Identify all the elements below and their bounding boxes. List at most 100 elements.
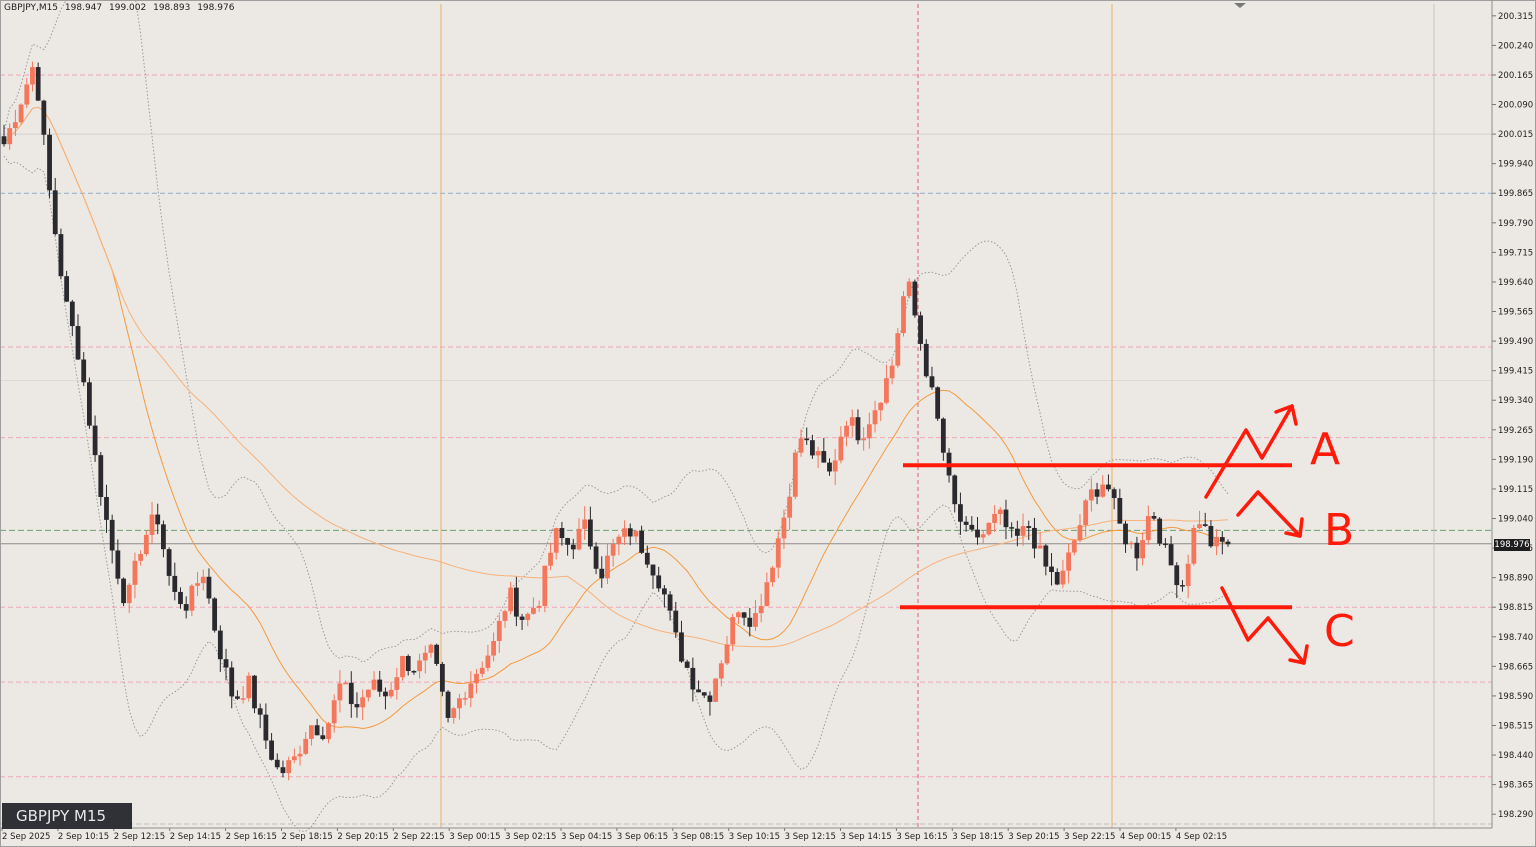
bull-candle [770, 567, 775, 583]
bear-candle [64, 276, 70, 302]
bear-candle [958, 504, 963, 522]
bear-candle [75, 326, 81, 360]
time-tick-label: 2 Sep 18:15 [282, 832, 333, 842]
price-tick-label: 199.940 [1498, 160, 1533, 170]
time-tick-label: 3 Sep 02:15 [505, 832, 556, 842]
bear-candle [1049, 566, 1054, 572]
candles [1, 61, 1231, 781]
price-tick-label: 198.890 [1498, 574, 1533, 584]
price-tick-label: 198.365 [1498, 781, 1533, 791]
price-tick-label: 200.090 [1498, 101, 1533, 111]
bull-candle [872, 410, 878, 425]
bear-candle [217, 630, 223, 660]
bear-candle [86, 382, 92, 426]
time-tick-label: 2 Sep 2025 [2, 832, 50, 842]
bull-candle [343, 682, 348, 685]
bear-candle [434, 644, 440, 664]
bear-candle [280, 767, 286, 774]
bear-candle [1117, 498, 1123, 524]
symbol-timeframe: GBPJPY,M15 [4, 3, 59, 13]
bear-candle [1225, 541, 1231, 545]
bear-candle [513, 587, 519, 617]
bull-candle [582, 519, 588, 529]
bull-candle [1083, 500, 1089, 526]
price-tick-label: 199.265 [1498, 426, 1533, 436]
time-tick-label: 3 Sep 18:15 [952, 832, 1003, 842]
bear-candle [952, 475, 958, 505]
bear-candle [912, 281, 918, 316]
bear-candle [115, 550, 121, 579]
bull-candle [866, 424, 872, 439]
bull-candle [303, 738, 309, 754]
price-tick-label: 199.565 [1498, 308, 1533, 318]
bear-candle [599, 568, 605, 579]
bull-candle [787, 496, 793, 518]
bear-candle [929, 376, 935, 388]
bear-candle [656, 575, 662, 589]
price-tick-label: 199.340 [1498, 396, 1533, 406]
time-tick-label: 4 Sep 02:15 [1176, 832, 1227, 842]
chart-shift-marker [1234, 3, 1246, 8]
bear-candle [405, 656, 411, 671]
bull-candle [30, 67, 35, 85]
bull-candle [992, 513, 997, 523]
bull-candle [605, 555, 610, 579]
time-tick-label: 3 Sep 10:15 [729, 832, 780, 842]
bear-candle [644, 552, 650, 565]
bear-candle [1219, 537, 1225, 542]
bull-candle [895, 333, 901, 366]
bollinger-upper-band [3, 0, 1229, 663]
bear-candle [810, 440, 815, 456]
bull-candle [195, 583, 200, 586]
price-tick-label: 198.740 [1498, 633, 1533, 643]
bull-candle [1071, 540, 1077, 553]
bear-candle [821, 451, 827, 463]
bear-candle [1208, 525, 1214, 547]
bear-candle [1180, 585, 1185, 587]
bear-candle [747, 617, 753, 627]
bull-candle [758, 606, 764, 614]
bull-candle [479, 667, 485, 674]
bear-candle [855, 417, 861, 441]
bear-candle [269, 740, 274, 760]
bear-candle [183, 604, 189, 611]
time-tick-label: 3 Sep 14:15 [841, 832, 892, 842]
bull-candle [1060, 570, 1066, 585]
price-tick-label: 199.865 [1498, 189, 1533, 199]
bear-candle [223, 659, 229, 668]
bull-candle [451, 708, 457, 718]
scenario-a-arrowhead [1274, 404, 1298, 426]
bear-candle [121, 578, 126, 604]
bear-candle [263, 714, 269, 741]
bull-candle [616, 536, 622, 545]
bear-candle [701, 692, 707, 696]
bear-candle [257, 708, 263, 715]
open-value: 198.947 [64, 3, 103, 13]
bear-candle [35, 67, 41, 101]
bull-candle [189, 585, 195, 611]
scenario-a-label: A [1310, 424, 1340, 475]
scenario-c-label: C [1324, 606, 1355, 657]
high-value: 199.002 [109, 3, 147, 13]
bear-candle [206, 576, 212, 599]
price-tick-label: 200.015 [1498, 130, 1533, 140]
bull-candle [1197, 524, 1202, 528]
bear-candle [918, 315, 923, 344]
bollinger-lower-band [3, 155, 1229, 832]
bear-candle [1054, 571, 1060, 585]
bull-candle [736, 612, 741, 618]
bear-candle [519, 616, 525, 620]
bull-candle [906, 281, 912, 297]
bull-candle [502, 611, 508, 621]
time-tick-label: 2 Sep 16:15 [226, 832, 277, 842]
bull-candle [428, 644, 434, 653]
bull-candle [576, 528, 582, 550]
symbol-badge: GBPJPY M15 [2, 803, 132, 829]
bull-candle [365, 689, 371, 698]
bear-candle [274, 759, 280, 768]
bull-candle [468, 683, 474, 699]
bear-candle [41, 100, 47, 135]
bull-candle [1191, 527, 1197, 564]
bull-candle [143, 534, 149, 555]
